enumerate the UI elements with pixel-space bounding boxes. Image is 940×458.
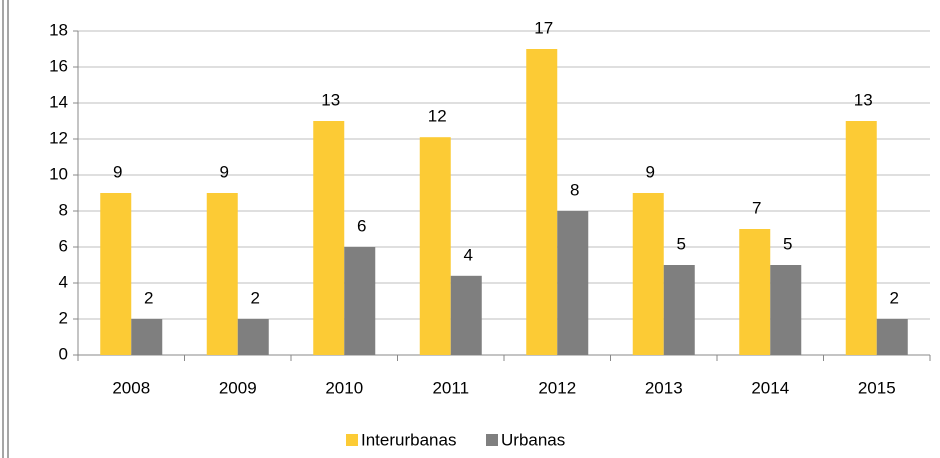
legend-label: Interurbanas: [361, 430, 456, 449]
x-tick-label: 2009: [219, 378, 257, 397]
y-tick-label: 14: [49, 92, 68, 111]
x-tick-label: 2012: [538, 378, 576, 397]
bar: [131, 319, 163, 355]
x-tick-label: 2014: [751, 378, 789, 397]
y-tick-label: 18: [49, 20, 68, 39]
data-label: 4: [464, 245, 473, 264]
y-tick-label: 4: [59, 272, 68, 291]
bar: [344, 247, 376, 355]
data-label: 9: [220, 162, 229, 181]
data-label: 12: [428, 107, 447, 126]
y-tick-label: 0: [59, 344, 68, 363]
bar: [739, 229, 771, 355]
y-tick-label: 10: [49, 164, 68, 183]
data-label: 13: [321, 90, 340, 109]
bar: [313, 121, 345, 355]
legend-swatch: [486, 434, 498, 446]
data-label: 17: [534, 18, 553, 37]
bar: [632, 193, 664, 355]
x-tick-label: 2010: [325, 378, 363, 397]
bar: [100, 193, 132, 355]
bar: [419, 137, 451, 355]
x-tick-label: 2008: [112, 378, 150, 397]
y-tick-label: 8: [59, 200, 68, 219]
data-label: 5: [783, 234, 792, 253]
data-label: 2: [144, 288, 153, 307]
data-label: 8: [570, 180, 579, 199]
bar: [557, 211, 589, 355]
data-label: 2: [890, 288, 899, 307]
data-label: 5: [677, 234, 686, 253]
y-tick-label: 2: [59, 308, 68, 327]
bar: [876, 319, 908, 355]
y-tick-label: 6: [59, 236, 68, 255]
bar: [663, 265, 695, 355]
bar: [450, 275, 482, 355]
y-tick-label: 12: [49, 128, 68, 147]
y-tick-label: 16: [49, 56, 68, 75]
data-label: 7: [752, 198, 761, 217]
x-tick-label: 2015: [858, 378, 896, 397]
data-label: 9: [646, 162, 655, 181]
data-label: 13: [854, 90, 873, 109]
bar: [237, 319, 269, 355]
bar: [845, 121, 877, 355]
bar: [770, 265, 802, 355]
legend-label: Urbanas: [501, 430, 565, 449]
x-tick-label: 2011: [432, 378, 469, 397]
data-label: 6: [357, 216, 366, 235]
x-tick-label: 2013: [645, 378, 683, 397]
bar: [526, 49, 558, 355]
data-label: 9: [113, 162, 122, 181]
legend-swatch: [346, 434, 358, 446]
data-label: 2: [251, 288, 260, 307]
bar: [206, 193, 238, 355]
